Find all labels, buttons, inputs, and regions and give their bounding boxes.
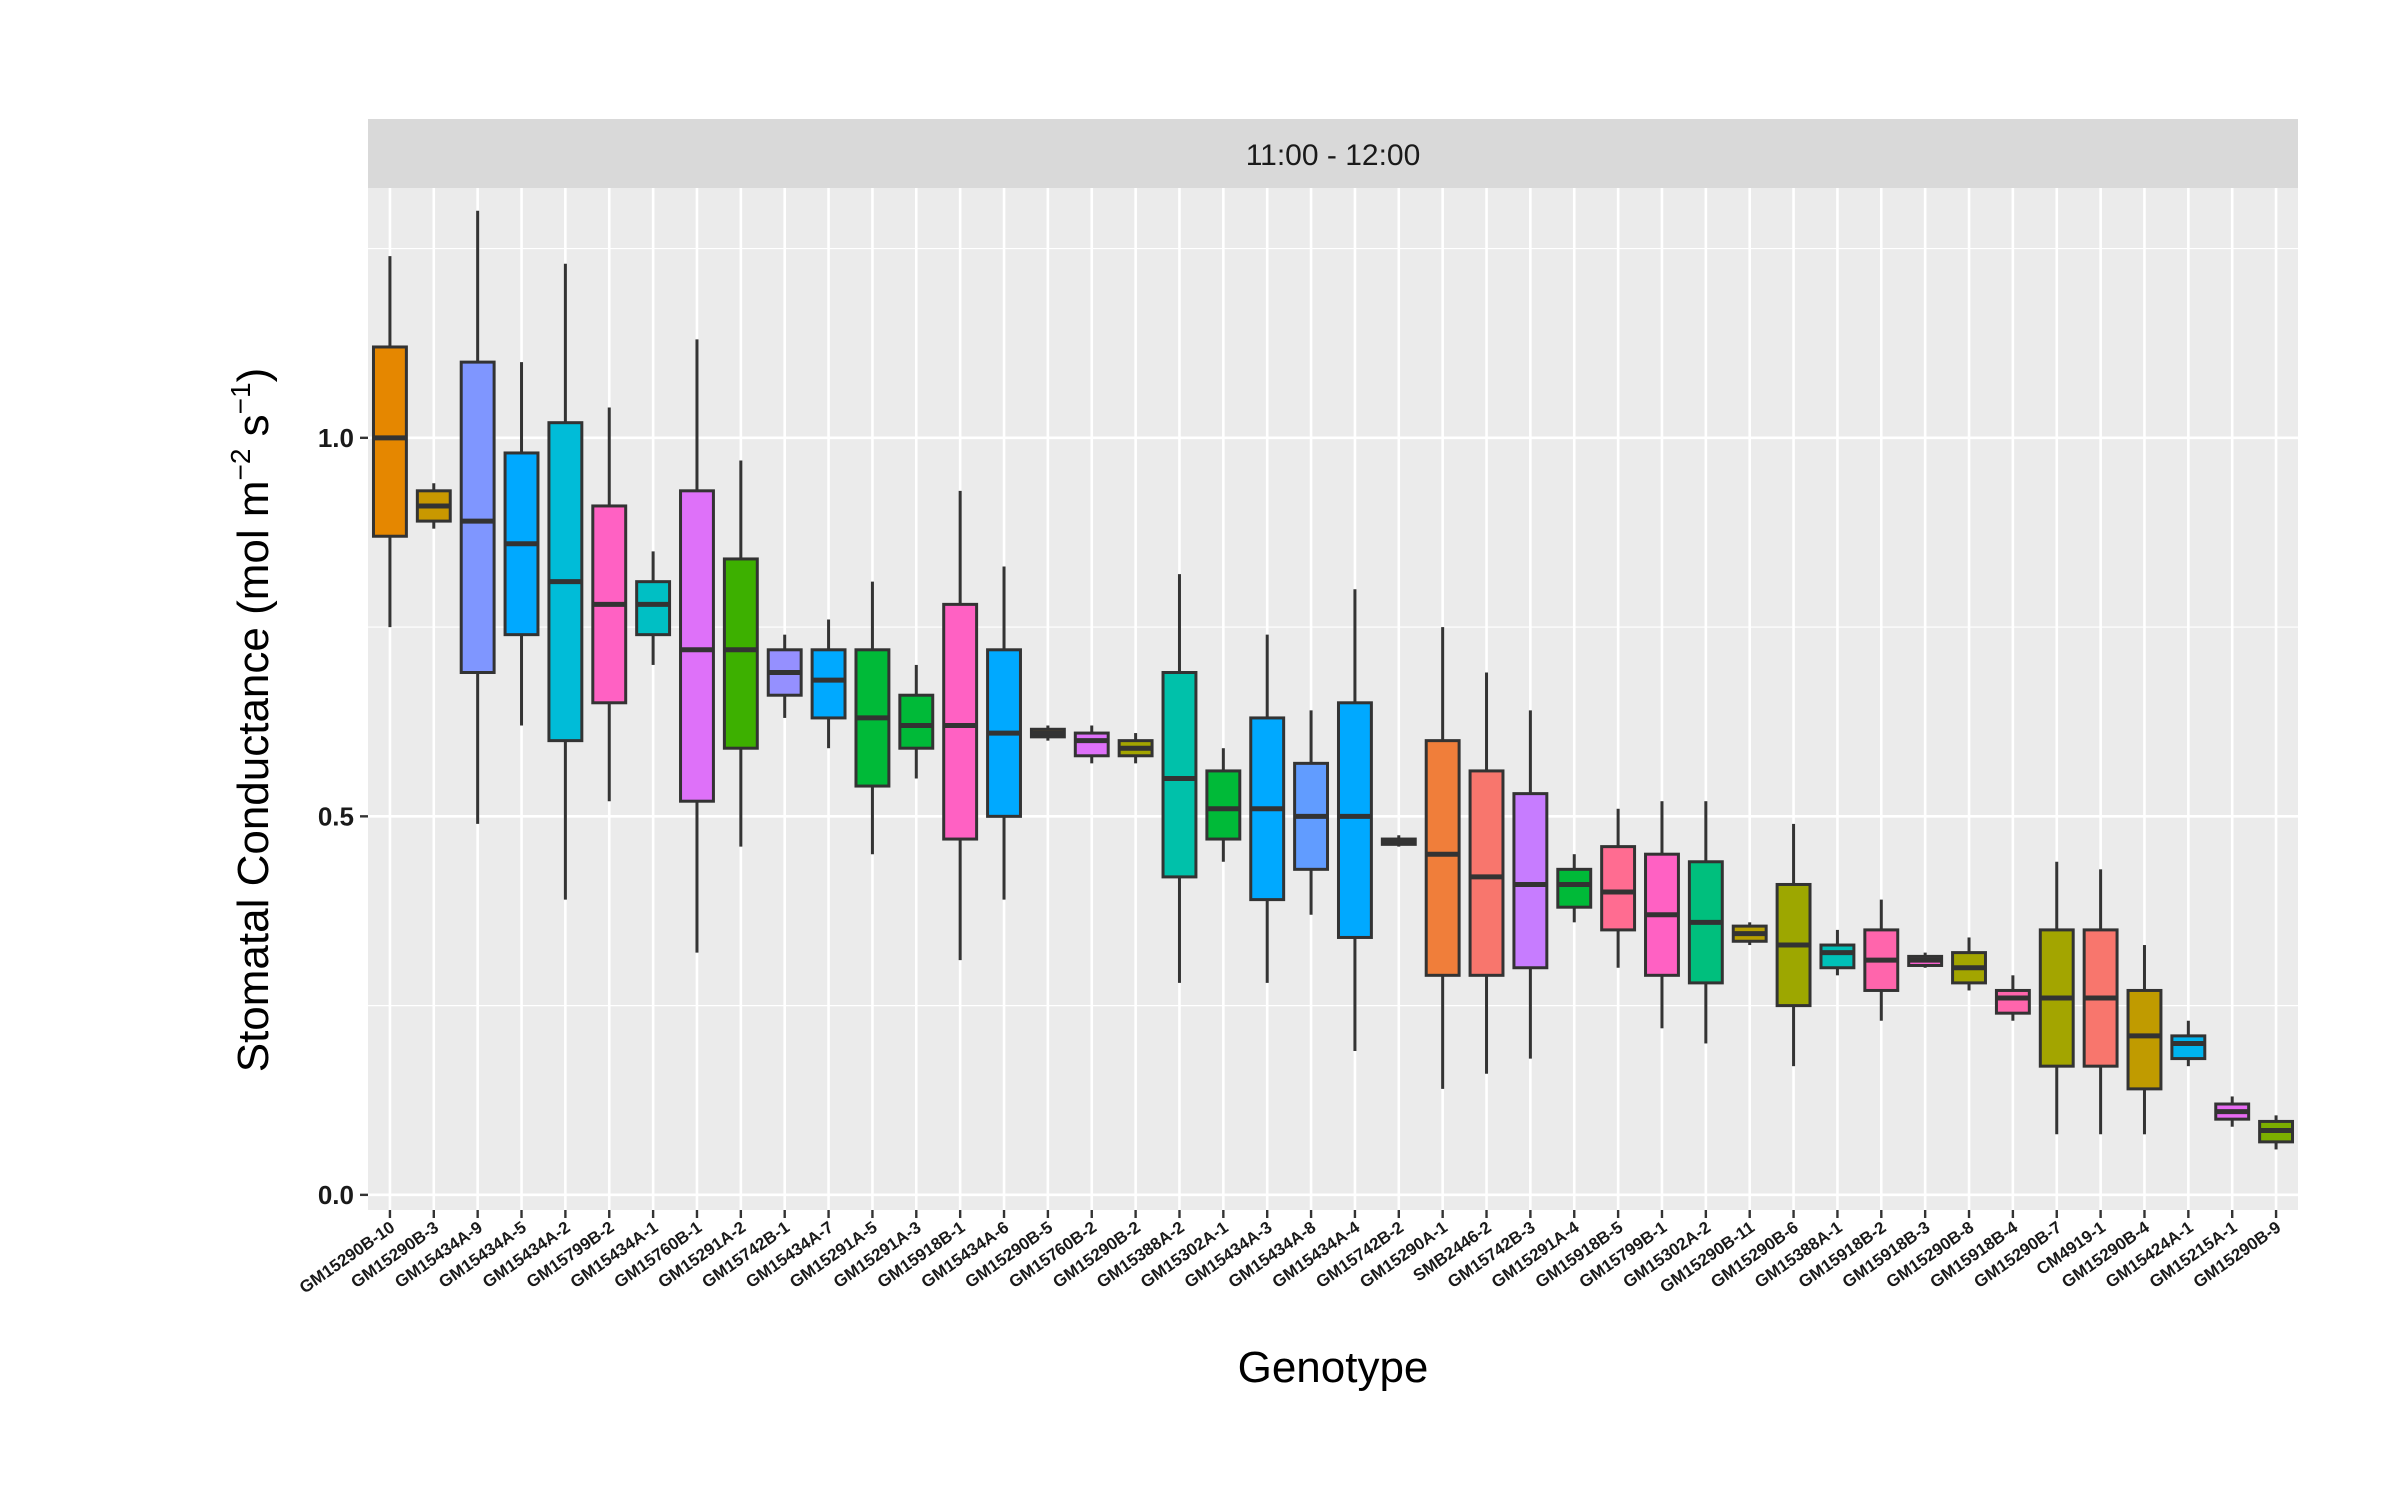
box-GM15799B-1: [1644, 801, 1680, 1029]
box-iqr: [1468, 769, 1505, 977]
box-GM15434A-5: [503, 362, 540, 726]
plot-panel: [368, 188, 2298, 1210]
x-axis: GM15290B-10GM15290B-3GM15434A-9GM15434A-…: [296, 1210, 2284, 1297]
box-iqr: [1205, 769, 1242, 841]
box-iqr: [1600, 845, 1637, 932]
y-axis-title-group: Stomatal Conductance (mol m−2 s−1): [225, 368, 278, 1073]
box-GM15290B-2: [1117, 733, 1154, 764]
y-tick-label-2: 1.0: [318, 423, 354, 453]
y-axis-title-mid: s: [229, 414, 278, 448]
box-GM15290B-5: [1029, 725, 1066, 741]
box-GM15291A-4: [1556, 854, 1593, 923]
y-axis-title-exp1: −2: [225, 449, 256, 481]
box-GM15799B-2: [591, 407, 628, 802]
box-GM15290B-11: [1731, 922, 1768, 946]
y-axis-title: Stomatal Conductance (mol m−2 s−1): [225, 368, 278, 1073]
box-iqr: [1512, 792, 1549, 970]
box-GM15434A-9: [459, 210, 496, 824]
box-series: [371, 210, 2295, 1150]
box-GM15918B-1: [942, 490, 979, 961]
box-GM15290B-10: [371, 256, 408, 628]
box-iqr: [2126, 988, 2163, 1091]
box-iqr: [1994, 988, 2031, 1015]
facet-label: 11:00 - 12:00: [1246, 139, 1421, 172]
box-GM15434A-2: [547, 263, 584, 900]
box-GM15290B-8: [1951, 937, 1987, 991]
box-GM15290B-7: [2038, 861, 2075, 1135]
box-GM15742B-1: [766, 634, 803, 718]
box-GM15290A-1: [1424, 627, 1461, 1089]
box-GM15434A-4: [1336, 589, 1373, 1052]
box-iqr: [1424, 739, 1461, 977]
y-axis-title-main: Stomatal Conductance (mol m: [229, 480, 278, 1072]
box-iqr: [1073, 731, 1110, 758]
box-CM4919-1: [2082, 869, 2119, 1135]
box-iqr: [635, 580, 672, 637]
box-iqr: [942, 602, 979, 841]
box-GM15918B-2: [1863, 899, 1900, 1021]
box-GM15918B-5: [1600, 808, 1637, 968]
box-GM15760B-1: [679, 339, 715, 953]
box-GM15388A-2: [1161, 574, 1198, 983]
box-GM15742B-2: [1380, 835, 1417, 847]
box-GM15434A-7: [810, 619, 847, 749]
box-iqr: [1556, 867, 1593, 909]
box-GM15291A-2: [722, 460, 759, 847]
box-iqr: [898, 693, 935, 750]
y-axis-title-end: ): [229, 368, 278, 383]
box-GM15291A-3: [898, 664, 935, 779]
box-GM15290B-4: [2126, 945, 2163, 1135]
y-axis: 0.0 0.5 1.0: [318, 423, 368, 1210]
x-axis-title: Genotype: [1238, 1343, 1429, 1392]
y-tick-label-1: 0.5: [318, 801, 354, 831]
box-GM15388A-1: [1819, 929, 1856, 976]
y-axis-title-exp2: −1: [225, 382, 256, 414]
box-GM15434A-8: [1293, 710, 1330, 915]
box-GM15760B-2: [1073, 725, 1110, 764]
box-GM15291A-5: [854, 581, 891, 855]
box-GM15918B-4: [1994, 975, 2031, 1021]
box-GM15742B-3: [1512, 710, 1549, 1059]
box-GM15434A-6: [986, 566, 1022, 900]
box-iqr: [722, 557, 759, 750]
box-GM15290B-9: [2258, 1115, 2295, 1150]
box-GM15215A-1: [2214, 1096, 2251, 1127]
box-GM15302A-2: [1687, 801, 1724, 1044]
y-tick-label-0: 0.0: [318, 1180, 354, 1210]
box-GM15434A-3: [1249, 634, 1286, 983]
box-iqr: [459, 360, 496, 675]
box-iqr: [1819, 943, 1856, 970]
box-iqr: [1336, 701, 1373, 939]
box-GM15290B-6: [1775, 823, 1812, 1067]
box-iqr: [1161, 671, 1198, 879]
box-GM15424A-1: [2170, 1020, 2207, 1067]
box-iqr: [810, 648, 847, 720]
box-GM15302A-1: [1205, 748, 1242, 862]
box-iqr: [2170, 1034, 2207, 1061]
box-iqr: [679, 489, 715, 803]
box-GM15918B-3: [1907, 952, 1944, 968]
strip-background: [368, 119, 2298, 188]
box-GM15434A-1: [635, 551, 672, 665]
box-SMB2446-2: [1468, 672, 1505, 1074]
box-GM15290B-3: [415, 483, 452, 529]
box-iqr: [371, 345, 408, 538]
